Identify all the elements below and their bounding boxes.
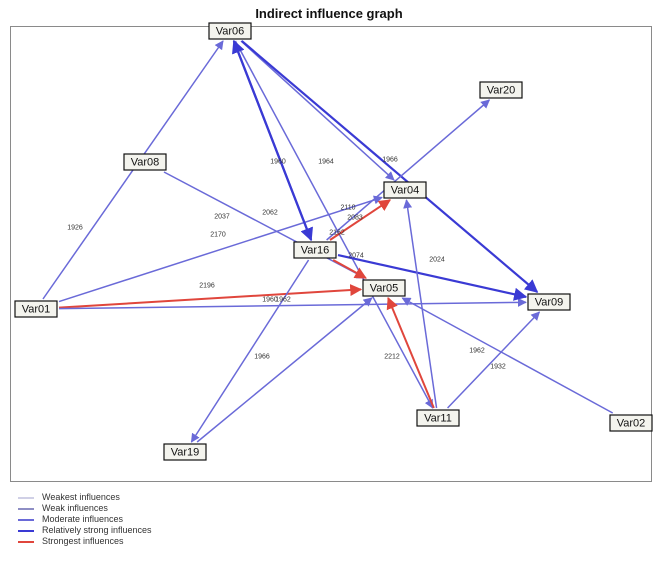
edge-label-var06-var16: 2037 — [214, 214, 230, 221]
edge-label-extra: 2083 — [347, 215, 363, 222]
node-box — [14, 300, 58, 318]
node-label: Var16 — [301, 245, 330, 257]
edge-label-var16-var20: 1966 — [382, 157, 398, 164]
edge-var06-to-var09 — [241, 40, 539, 293]
node-box — [123, 153, 167, 171]
edge-var16-to-var20 — [326, 99, 491, 241]
edge-label-var01-var06: 1926 — [67, 225, 83, 232]
node-box — [609, 414, 653, 432]
edge-label-var16-var09: 2024 — [429, 257, 445, 264]
edge-var06-to-var04 — [240, 40, 395, 181]
edge-var16-to-var06 — [232, 39, 313, 241]
node-label: Var02 — [617, 418, 646, 430]
node-var01[interactable]: Var01 — [14, 300, 58, 318]
edge-var16-to-var05 — [332, 259, 367, 279]
legend-label: Strongest influences — [42, 536, 124, 546]
node-label: Var06 — [216, 26, 245, 38]
node-label: Var08 — [131, 157, 160, 169]
node-var09[interactable]: Var09 — [527, 293, 571, 311]
graph-frame — [10, 26, 652, 482]
node-var08[interactable]: Var08 — [123, 153, 167, 171]
legend-swatch — [18, 519, 34, 521]
edge-label-extra: 2170 — [210, 232, 226, 239]
node-box — [208, 22, 252, 40]
edge-label-extra: 2162 — [329, 230, 345, 237]
node-var19[interactable]: Var19 — [163, 443, 207, 461]
edge-label-extra: 1960 — [262, 297, 278, 304]
nodes-layer: Var01 Var02 Var04 Var05 Var06 Var08 Var09 Var11… — [14, 22, 653, 461]
edge-var11-to-var09 — [447, 311, 541, 409]
edge-var01-to-var09 — [58, 297, 527, 310]
legend-label: Weakest influences — [42, 492, 120, 502]
node-label: Var09 — [535, 297, 564, 309]
legend-item-strongest: Strongest influences — [18, 536, 278, 547]
legend-swatch — [18, 530, 34, 532]
edge-label-var08-var05: 1964 — [318, 159, 334, 166]
node-var06[interactable]: Var06 — [208, 22, 252, 40]
edge-var08-to-var05 — [163, 171, 366, 279]
node-var02[interactable]: Var02 — [609, 414, 653, 432]
edge-labels-layer: 1926 2196 2062 2037 1964 1966 2110 2074 2024 1966… — [67, 157, 506, 371]
edge-var16-to-var09 — [337, 254, 528, 301]
edge-label-var16-var19: 1966 — [254, 354, 270, 361]
edge-label-var02-var05: 1962 — [469, 348, 485, 355]
node-label: Var04 — [391, 185, 420, 197]
edge-var01-to-var05 — [58, 284, 363, 309]
edge-label-var06-var09: 2062 — [262, 210, 278, 217]
node-label: Var11 — [424, 413, 452, 425]
edge-label-var11-var05: 2212 — [384, 354, 400, 361]
node-label: Var19 — [171, 447, 200, 459]
node-var11[interactable]: Var11 — [416, 409, 460, 427]
legend-label: Moderate influences — [42, 514, 124, 524]
node-box — [362, 279, 406, 297]
legend-label: Weak influences — [42, 503, 108, 513]
graph-title: Indirect influence graph — [255, 6, 403, 21]
edge-label-var11-var09: 1932 — [490, 364, 506, 371]
edge-var11-to-var04 — [403, 199, 438, 409]
legend-swatch — [18, 541, 34, 543]
node-box — [293, 241, 337, 259]
legend-swatch — [18, 497, 34, 499]
edge-label-var16-var04: 2110 — [340, 205, 355, 212]
legend-item-weak: Weak influences — [18, 503, 278, 514]
node-label: Var05 — [370, 283, 399, 295]
node-var20[interactable]: Var20 — [479, 81, 523, 99]
edge-var16-to-var04 — [329, 199, 391, 241]
node-label: Var20 — [487, 85, 516, 97]
node-label: Var01 — [22, 304, 51, 316]
legend-swatch — [18, 508, 34, 510]
legend-item-weakest: Weakest influences — [18, 492, 278, 503]
node-box — [527, 293, 571, 311]
node-box — [479, 81, 523, 99]
edge-var16-to-var19 — [190, 259, 310, 443]
edge-label-extra: 1960 — [270, 159, 286, 166]
node-box — [416, 409, 460, 427]
edge-label-var19-var05: 1962 — [275, 297, 291, 304]
node-box — [163, 443, 207, 461]
edge-var06-to-var11 — [234, 40, 434, 409]
node-var04[interactable]: Var04 — [383, 181, 427, 199]
legend-label: Relatively strong influences — [42, 525, 152, 535]
legend: Weakest influences Weak influences Moderat… — [18, 492, 278, 547]
legend-item-moderate: Moderate influences — [18, 514, 278, 525]
edges-layer — [42, 39, 614, 443]
edge-var11-to-var05 — [386, 296, 435, 409]
edge-var02-to-var05 — [401, 297, 614, 414]
node-var05[interactable]: Var05 — [362, 279, 406, 297]
edge-var19-to-var05 — [196, 297, 373, 443]
edge-label-var01-var05: 2196 — [199, 283, 215, 290]
legend-item-relatively-strong: Relatively strong influences — [18, 525, 278, 536]
node-var16[interactable]: Var16 — [293, 241, 337, 259]
node-box — [383, 181, 427, 199]
edge-label-var16-var05: 2074 — [348, 253, 364, 260]
